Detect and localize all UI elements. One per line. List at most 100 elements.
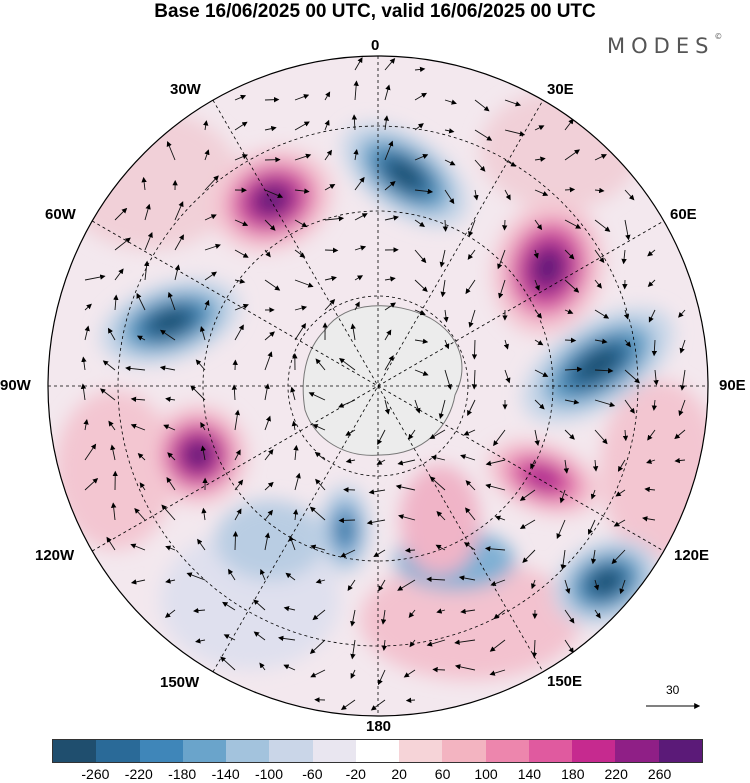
wind-arrow: [312, 609, 326, 621]
wind-arrow: [494, 515, 506, 521]
wind-arrow: [534, 429, 540, 446]
colorbar-bin: [572, 740, 616, 762]
wind-arrow: [234, 121, 248, 131]
wind-arrow: [294, 249, 306, 258]
wind-arrow: [345, 458, 356, 464]
wind-arrow: [351, 114, 358, 131]
wind-arrow: [264, 481, 274, 491]
wind-arrow: [443, 309, 449, 323]
colorbar-tick-label: -140: [211, 766, 240, 782]
anomaly-patch: [360, 560, 580, 680]
wind-arrow: [384, 57, 396, 71]
wind-arrow: [564, 609, 575, 624]
wind-arrow: [354, 275, 364, 281]
lon-label-0: 0: [371, 37, 380, 54]
wind-arrow: [368, 489, 386, 495]
wind-arrow: [84, 477, 99, 491]
antarctica-landmass: [302, 305, 463, 456]
wind-arrow: [220, 656, 236, 671]
wind-arrow: [340, 699, 356, 711]
wind-arrow: [624, 399, 635, 414]
wind-arrow: [350, 609, 356, 627]
graticule: [48, 56, 708, 716]
positive-anomaly-45e: [492, 200, 604, 336]
wind-arrow: [534, 189, 549, 197]
wind-arrow: [533, 249, 539, 259]
wind-arrow: [203, 120, 209, 131]
wind-arrow: [193, 607, 206, 614]
wind-arrow: [264, 279, 281, 291]
wind-arrow: [174, 264, 181, 281]
wind-arrow: [285, 572, 296, 581]
wind-arrow: [310, 544, 326, 551]
wind-arrow: [414, 279, 428, 293]
wind-arrow: [438, 399, 446, 420]
lon-label-180: 180: [366, 718, 392, 735]
wind-arrow: [370, 699, 386, 711]
wind-arrow: [163, 424, 176, 431]
colorbar-tick-label: 220: [604, 766, 628, 782]
wind-arrow: [414, 123, 424, 131]
anomaly-patch: [600, 380, 708, 560]
wind-arrow: [166, 141, 176, 161]
wind-arrow: [376, 459, 386, 465]
lon-label-30e: 30E: [547, 81, 574, 98]
wind-arrow: [308, 392, 326, 401]
wind-arrow: [164, 609, 176, 618]
anomaly-patch: [400, 465, 480, 575]
wind-arrow: [114, 237, 131, 251]
wind-arrow: [474, 129, 493, 141]
colorbar-bin: [96, 740, 140, 762]
wind-arrow: [651, 339, 658, 357]
anomaly-field-layer: [55, 90, 708, 680]
wind-arrow: [99, 388, 116, 401]
wind-arrow: [160, 329, 176, 341]
colorbar-bin: [226, 740, 270, 762]
lon-label-90e: 90E: [719, 377, 746, 394]
colorbar-ticks: -260 -220 -180 -140 -100 -60 -20 20 60 100 140 180 2…: [52, 766, 703, 782]
wind-arrow: [408, 429, 416, 440]
wind-arrow: [253, 631, 266, 641]
colorbar-tick-label: -20: [345, 766, 366, 782]
wind-arrow: [377, 429, 386, 446]
colorbar-tick-label: -180: [168, 766, 197, 782]
wind-arrow: [137, 453, 146, 461]
wind-arrow: [350, 639, 356, 660]
wind-arrow: [564, 186, 576, 193]
wind-arrow: [234, 219, 249, 227]
wind-arrow: [174, 234, 184, 251]
wind-arrow: [587, 519, 596, 535]
wind-arrow: [161, 504, 176, 521]
wind-arrow: [564, 249, 575, 260]
wind-arrow: [522, 549, 536, 563]
wind-arrow: [130, 396, 146, 402]
wind-arrow: [159, 365, 176, 371]
lon-label-150w: 150W: [160, 674, 200, 691]
wind-arrow: [592, 459, 599, 472]
wind-arrow: [84, 325, 90, 341]
colorbar-bin: [485, 740, 529, 762]
wind-arrow: [264, 351, 273, 371]
wind-arrow: [564, 309, 574, 314]
wind-arrow: [489, 639, 506, 652]
wind-arrow: [504, 369, 511, 384]
colorbar-tick-label: -100: [254, 766, 284, 782]
wind-arrow: [204, 214, 217, 221]
wind-arrow: [408, 609, 416, 618]
wind-arrow: [197, 538, 206, 551]
wind-arrow: [444, 369, 452, 390]
wind-arrow: [354, 245, 367, 251]
wind-arrow: [594, 367, 614, 374]
wind-arrow: [377, 669, 386, 686]
colorbar-tick-label: 60: [434, 766, 451, 782]
wind-arrow: [674, 457, 686, 464]
wind-arrow: [345, 429, 356, 436]
wind-arrow: [139, 482, 146, 491]
wind-arrow: [204, 271, 217, 281]
wind-arrow: [519, 519, 536, 529]
wind-arrow: [113, 294, 119, 311]
wind-arrow: [503, 339, 509, 350]
wind-arrow: [294, 153, 312, 161]
wind-arrow: [294, 472, 301, 491]
wind-arrow: [384, 355, 394, 371]
